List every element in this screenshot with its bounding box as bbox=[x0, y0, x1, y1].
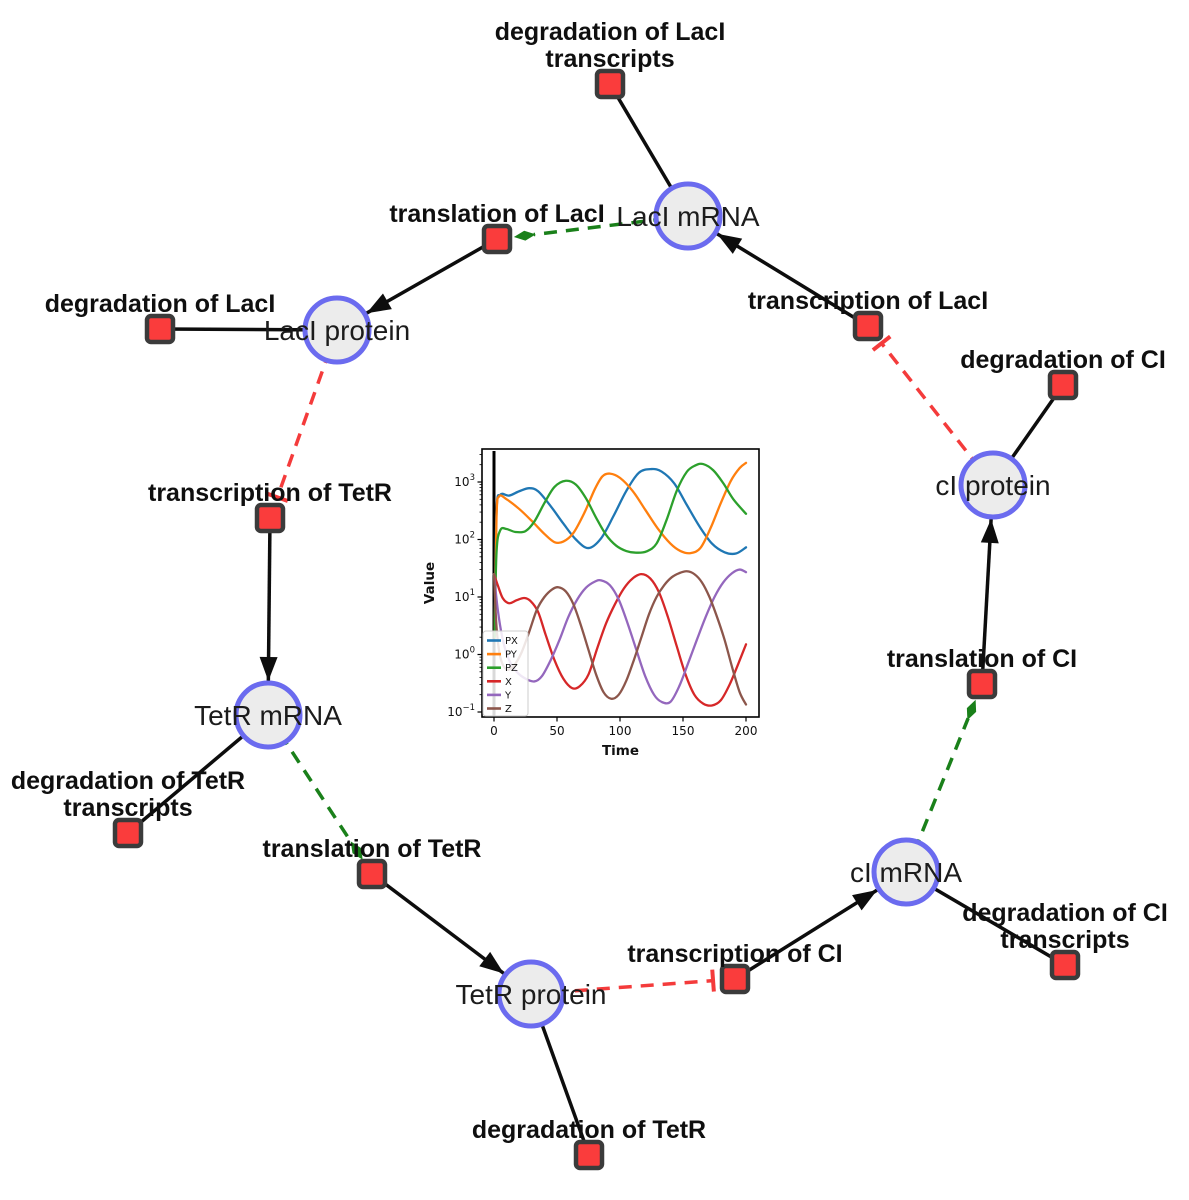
reaction-node-tx_laci[interactable] bbox=[852, 310, 884, 342]
x-tick-label: 150 bbox=[672, 724, 695, 738]
series-line-pz bbox=[493, 462, 748, 639]
reaction-node-tl_laci[interactable] bbox=[481, 223, 513, 255]
reaction-label-deg_ci-line1: degradation of CI bbox=[960, 346, 1166, 374]
modifier-arrowhead-edge-modifier-ci_mrna-tl_ci bbox=[966, 699, 977, 721]
reaction-label-deg_ci_tx-line1: degradation of CI bbox=[962, 899, 1168, 927]
edge-product-tl_ci-ci_protein bbox=[980, 518, 993, 685]
species-label-ci_mrna: cI mRNA bbox=[850, 857, 962, 888]
x-tick-label: 0 bbox=[490, 724, 498, 738]
legend-label-pz: PZ bbox=[505, 663, 518, 674]
x-tick-label: 200 bbox=[735, 724, 758, 738]
reaction-node-deg_tetr[interactable] bbox=[573, 1139, 605, 1171]
reaction-node-deg_laci_tx[interactable] bbox=[594, 68, 626, 100]
edge-product-tl_tetr-tetr_protein bbox=[370, 872, 505, 975]
series-line-x bbox=[492, 572, 748, 707]
y-tick-label: 100 bbox=[454, 646, 475, 662]
modifier-arrowhead-edge-modifier-tetr_mrna-tl_tetr bbox=[350, 841, 363, 860]
species-label-ci_protein: cI protein bbox=[935, 470, 1050, 501]
edge-heads-layer bbox=[259, 230, 999, 992]
reaction-node-tx_ci[interactable] bbox=[719, 963, 751, 995]
legend-label-z: Z bbox=[505, 704, 512, 715]
species-label-laci_mrna: LacI mRNA bbox=[616, 201, 759, 232]
reaction-label-deg_laci-line1: degradation of LacI bbox=[45, 290, 276, 318]
modifier-arrowhead-edge-modifier-laci_mrna-tl_laci bbox=[513, 230, 536, 241]
species-node-ci_protein[interactable] bbox=[958, 450, 1028, 520]
inhibition-tee-edge-inhibition-tetr_protein-tx_ci bbox=[710, 969, 716, 992]
arrowhead-edge-product-tl_ci-ci_protein bbox=[980, 518, 999, 544]
species-node-tetr_mrna[interactable] bbox=[233, 680, 303, 750]
reaction-label-tx_ci-line1: transcription of CI bbox=[627, 940, 842, 968]
reaction-label-tl_tetr-line1: translation of TetR bbox=[263, 835, 482, 863]
reaction-node-deg_laci[interactable] bbox=[144, 313, 176, 345]
reaction-node-deg_ci[interactable] bbox=[1047, 369, 1079, 401]
inhibition-tee-edge-inhibition-ci_protein-tx_laci bbox=[871, 334, 892, 352]
legend-label-px: PX bbox=[505, 636, 518, 647]
species-label-laci_protein: LacI protein bbox=[264, 315, 410, 346]
arrowhead-edge-product-tl_laci-laci_protein bbox=[366, 293, 392, 314]
series-line-py bbox=[493, 461, 748, 639]
inset-plot: 0 50 100 150 200 10−1 100 101 102 103 Time Value PX P… bbox=[422, 434, 794, 797]
inhibition-tee-edge-inhibition-laci_protein-tx_tetr bbox=[266, 491, 289, 503]
series-line-z bbox=[492, 570, 748, 706]
reaction-node-tx_tetr[interactable] bbox=[254, 502, 286, 534]
legend-label-y: Y bbox=[504, 690, 512, 701]
reaction-label-deg_ci_tx-line2: transcripts bbox=[1000, 926, 1129, 954]
labels-layer: degradation of LacItranscriptstranslatio… bbox=[11, 18, 1168, 1144]
reaction-label-deg_laci_tx-line1: degradation of LacI bbox=[495, 18, 726, 46]
species-label-tetr_protein: TetR protein bbox=[456, 979, 607, 1010]
edge-product-tx_laci-laci_mrna bbox=[716, 232, 869, 328]
legend-label-x: X bbox=[505, 677, 512, 688]
nodes-layer bbox=[112, 68, 1081, 1171]
reaction-node-tl_ci[interactable] bbox=[966, 668, 998, 700]
reaction-label-deg_laci_tx-line2: transcripts bbox=[545, 45, 674, 73]
species-node-tetr_protein[interactable] bbox=[496, 959, 566, 1029]
edge-product-tx_tetr-tetr_mrna bbox=[266, 517, 272, 682]
reaction-label-tl_laci-line1: translation of LacI bbox=[389, 200, 604, 228]
species-label-tetr_mrna: TetR mRNA bbox=[194, 700, 342, 731]
x-axis-label: Time bbox=[602, 743, 639, 759]
arrowhead-edge-product-tx_ci-ci_mrna bbox=[852, 890, 878, 911]
y-axis-label: Value bbox=[422, 562, 438, 604]
arrowhead-edge-product-tx_laci-laci_mrna bbox=[717, 233, 743, 254]
y-tick-label: 101 bbox=[454, 588, 475, 604]
reaction-node-deg_ci_tx[interactable] bbox=[1049, 949, 1081, 981]
species-node-laci_mrna[interactable] bbox=[653, 181, 723, 251]
reaction-node-tl_tetr[interactable] bbox=[356, 858, 388, 890]
y-tick-label: 102 bbox=[454, 531, 475, 547]
reaction-label-tl_ci-line1: translation of CI bbox=[887, 645, 1077, 673]
reaction-label-deg_tetr_tx-line1: degradation of TetR bbox=[11, 767, 245, 795]
edge-product-tl_laci-laci_protein bbox=[365, 237, 498, 315]
reaction-label-deg_tetr-line1: degradation of TetR bbox=[472, 1116, 706, 1144]
y-tick-label: 10−1 bbox=[447, 703, 475, 719]
arrowhead-edge-product-tx_tetr-tetr_mrna bbox=[259, 656, 278, 682]
reaction-label-deg_tetr_tx-line2: transcripts bbox=[63, 794, 192, 822]
species-node-laci_protein[interactable] bbox=[302, 295, 372, 365]
x-tick-label: 50 bbox=[549, 724, 564, 738]
arrowhead-edge-product-tl_tetr-tetr_protein bbox=[479, 951, 504, 974]
y-tick-label: 103 bbox=[454, 473, 475, 489]
legend-label-py: PY bbox=[505, 650, 518, 661]
reaction-node-deg_tetr_tx[interactable] bbox=[112, 817, 144, 849]
x-tick-label: 100 bbox=[609, 724, 632, 738]
reaction-label-tx_laci-line1: transcription of LacI bbox=[748, 287, 988, 315]
species-node-ci_mrna[interactable] bbox=[871, 837, 941, 907]
edge-product-tx_ci-ci_mrna bbox=[734, 888, 879, 981]
reaction-label-tx_tetr-line1: transcription of TetR bbox=[148, 479, 392, 507]
